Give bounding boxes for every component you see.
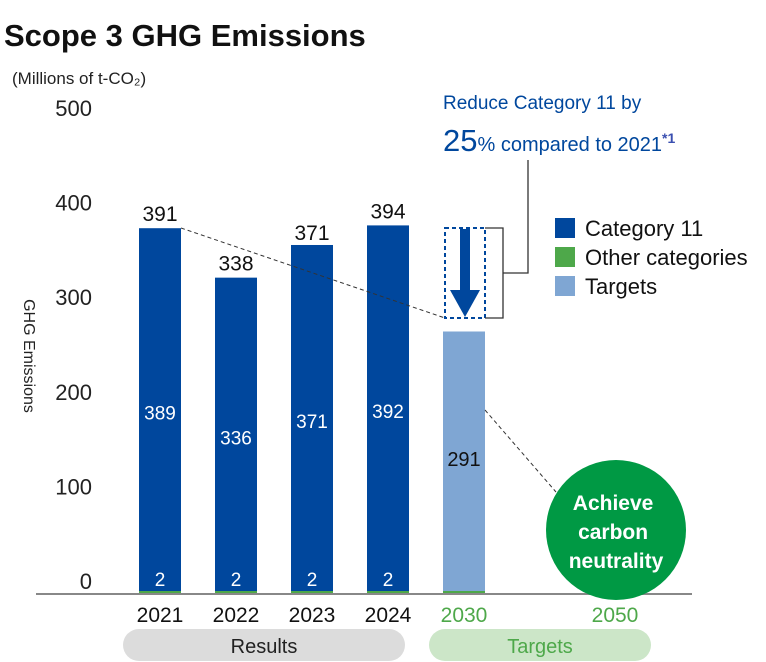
bar-other-categories [291, 591, 333, 593]
legend-swatch [555, 276, 575, 296]
total-label: 394 [370, 200, 405, 223]
x-tick-label: 2024 [365, 604, 412, 627]
down-arrow-icon [450, 229, 480, 317]
x-tick-label: 2030 [441, 604, 488, 627]
x-tick-label: 2050 [592, 604, 639, 627]
x-tick-label: 2022 [213, 604, 260, 627]
bracket [485, 227, 504, 319]
targets-group-pill [429, 629, 651, 661]
circle-pointer-line [484, 409, 557, 493]
y-tick-label: 0 [80, 569, 92, 594]
target-value-label: 291 [447, 449, 480, 471]
other-value-label: 2 [383, 570, 394, 591]
bar-category-11 [215, 277, 257, 592]
callout-line [503, 160, 529, 274]
y-tick-label: 400 [55, 191, 92, 216]
legend-label: Other categories [585, 245, 748, 270]
targets-group-label: Targets [507, 636, 573, 658]
bar-target-baseline [443, 591, 485, 593]
bar-other-categories [367, 591, 409, 593]
bar-category-11 [367, 225, 409, 592]
y-tick-label: 300 [55, 285, 92, 310]
chart-title: Scope 3 GHG Emissions [4, 18, 366, 53]
bar-category-11 [139, 228, 181, 592]
legend-label: Category 11 [585, 216, 703, 241]
y-axis-label: GHG Emissions [20, 299, 37, 413]
reduction-box [444, 227, 486, 319]
total-label: 371 [294, 222, 329, 245]
other-value-label: 2 [155, 570, 166, 591]
trend-line [180, 227, 446, 319]
total-label: 391 [142, 203, 177, 226]
x-tick-label: 2023 [289, 604, 336, 627]
bar-value-label: 371 [296, 412, 328, 433]
x-tick-label: 2021 [137, 604, 184, 627]
y-tick-label: 100 [55, 474, 92, 499]
bar-value-label: 336 [220, 428, 252, 449]
bar-target [443, 331, 485, 593]
carbon-neutral-circle [546, 460, 686, 600]
y-tick-label: 500 [55, 96, 92, 121]
total-label: 338 [218, 253, 253, 276]
bar-category-11 [291, 244, 333, 592]
results-group-label: Results [231, 636, 298, 658]
legend-swatch [555, 247, 575, 267]
results-group-pill [123, 629, 405, 661]
circle-text: Achieve carbon neutrality [569, 492, 664, 573]
bar-value-label: 392 [372, 402, 404, 423]
bar-other-categories [215, 591, 257, 593]
unit-label: (Millions of t-CO₂) [12, 69, 146, 88]
bar-value-label: 389 [144, 404, 176, 425]
y-tick-label: 200 [55, 380, 92, 405]
legend-swatch [555, 218, 575, 238]
other-value-label: 2 [231, 570, 242, 591]
bar-other-categories [139, 591, 181, 593]
annotation-line1: Reduce Category 11 by [443, 93, 642, 114]
annotation-line2: 25% compared to 2021*1 [443, 123, 675, 158]
other-value-label: 2 [307, 570, 318, 591]
legend-label: Targets [585, 274, 657, 299]
